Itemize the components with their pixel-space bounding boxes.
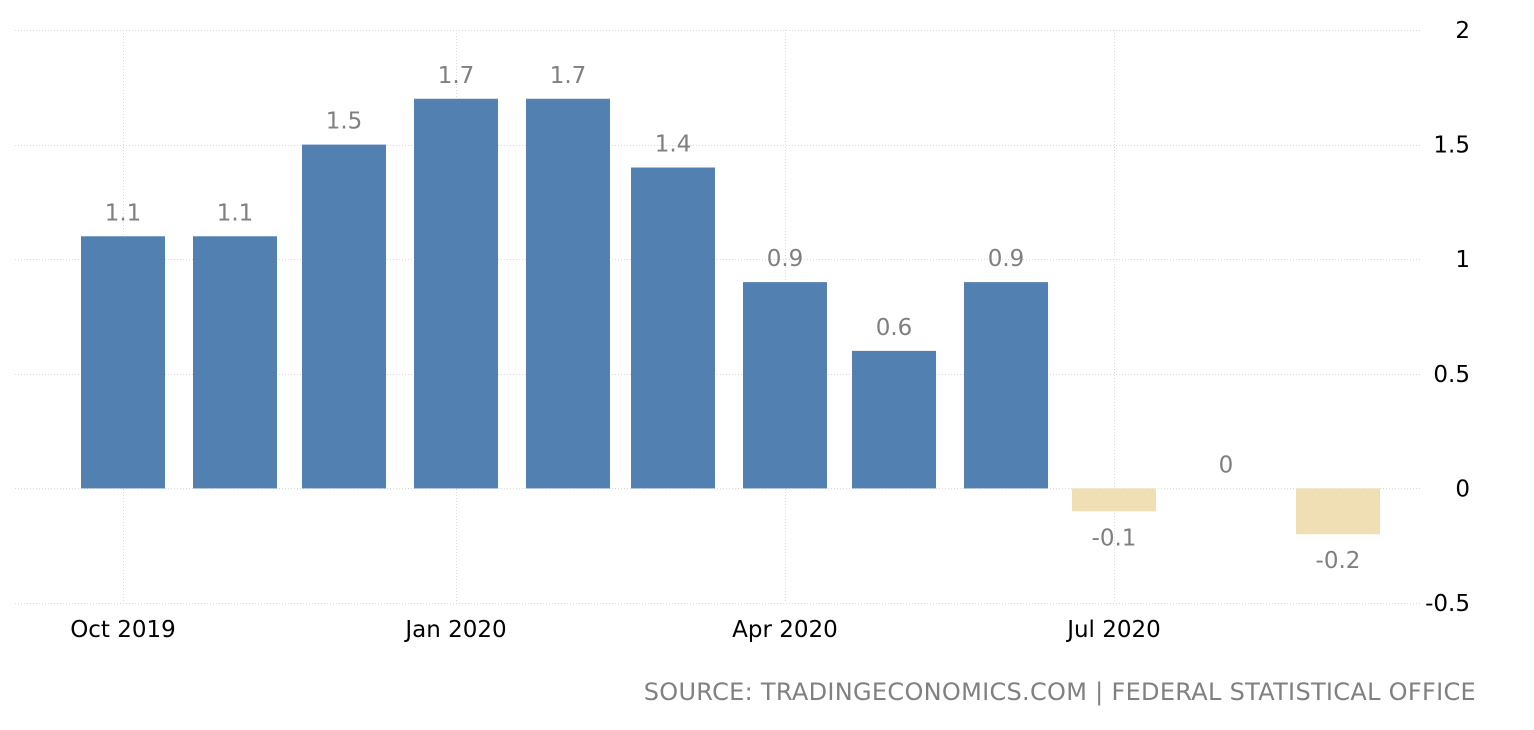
x-tick-label: Jan 2020 <box>403 617 506 643</box>
data-label: 0.9 <box>767 246 804 272</box>
x-axis: Oct 2019 Jan 2020 Apr 2020 Jul 2020 <box>70 617 1161 643</box>
y-tick-label: 2 <box>1455 18 1470 44</box>
bar <box>743 282 827 489</box>
bar <box>414 98 498 489</box>
bar <box>526 98 610 489</box>
x-tick-label: Jul 2020 <box>1065 617 1161 643</box>
data-label: 0 <box>1219 452 1234 478</box>
bar <box>1296 488 1380 535</box>
y-tick-label: 1 <box>1455 247 1470 273</box>
data-label: 1.7 <box>438 63 475 89</box>
data-label: -0.2 <box>1316 548 1361 574</box>
bar <box>1072 488 1156 512</box>
y-tick-label: 0 <box>1455 476 1470 502</box>
data-labels: 1.1 1.1 1.5 1.7 1.7 1.4 0.9 0.6 0.9 -0.1 0 -0.2 <box>105 63 1361 574</box>
bar <box>852 350 936 489</box>
data-label: 1.7 <box>550 63 587 89</box>
data-label: -0.1 <box>1092 525 1137 551</box>
bar <box>302 144 386 489</box>
bar <box>193 236 277 489</box>
x-tick-label: Oct 2019 <box>70 617 176 643</box>
y-tick-label: 1.5 <box>1433 133 1470 159</box>
source-note: SOURCE: TRADINGECONOMICS.COM | FEDERAL S… <box>643 678 1476 706</box>
data-label: 1.1 <box>105 200 142 226</box>
data-label: 1.1 <box>217 200 254 226</box>
y-tick-label: -0.5 <box>1425 591 1470 617</box>
bar <box>81 236 165 489</box>
bar <box>964 282 1048 489</box>
data-label: 0.9 <box>988 246 1025 272</box>
data-label: 1.4 <box>655 132 692 158</box>
bars <box>81 98 1380 535</box>
data-label: 1.5 <box>326 109 363 135</box>
y-tick-label: 0.5 <box>1433 362 1470 388</box>
data-label: 0.6 <box>876 315 913 341</box>
x-tick-label: Apr 2020 <box>732 617 838 643</box>
y-axis: 2 1.5 1 0.5 0 -0.5 <box>1425 18 1470 617</box>
bar <box>631 167 715 489</box>
